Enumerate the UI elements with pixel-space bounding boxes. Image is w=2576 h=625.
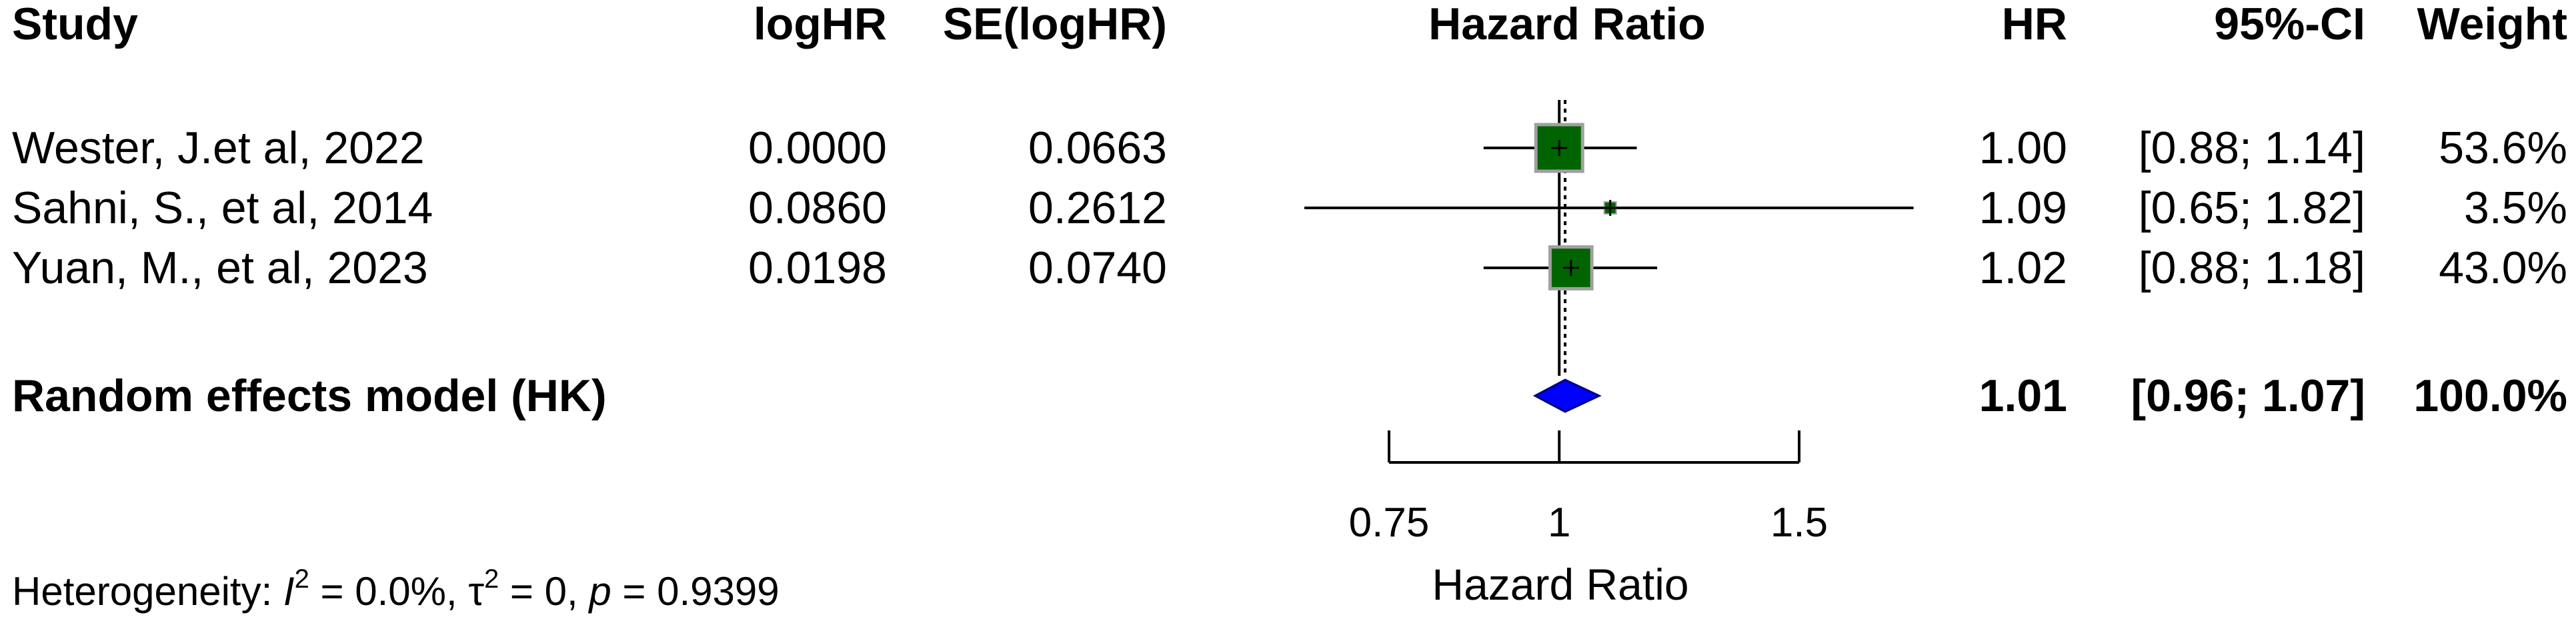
study-weight: 53.6% bbox=[2439, 123, 2567, 173]
header-hazard-ratio: Hazard Ratio bbox=[1428, 0, 1706, 49]
study-hr: 1.02 bbox=[1979, 243, 2067, 293]
study-ci: [0.88; 1.18] bbox=[2138, 243, 2365, 293]
i2-symbol: I bbox=[283, 569, 295, 614]
study-loghr: 0.0860 bbox=[748, 183, 887, 233]
study-weight: 3.5% bbox=[2464, 183, 2567, 233]
header-se: SE(logHR) bbox=[942, 0, 1167, 49]
study-loghr: 0.0198 bbox=[748, 243, 887, 293]
summary-ci: [0.96; 1.07] bbox=[2131, 370, 2365, 421]
tau-symbol: τ bbox=[468, 569, 485, 614]
heterogeneity-prefix: Heterogeneity: bbox=[12, 569, 283, 614]
study-ci: [0.88; 1.14] bbox=[2138, 123, 2365, 173]
summary-weight: 100.0% bbox=[2413, 370, 2567, 421]
study-se: 0.0663 bbox=[1028, 123, 1167, 173]
summary-diamond bbox=[1532, 378, 1602, 413]
i2-exponent: 2 bbox=[294, 564, 309, 594]
header-weight: Weight bbox=[2417, 0, 2567, 49]
summary-hr: 1.01 bbox=[1979, 370, 2067, 421]
header-study: Study bbox=[12, 0, 138, 49]
study-weight: 43.0% bbox=[2439, 243, 2567, 293]
study-hr: 1.00 bbox=[1979, 123, 2067, 173]
x-tick-label: 0.75 bbox=[1349, 500, 1430, 546]
study-hr: 1.09 bbox=[1979, 183, 2067, 233]
p-symbol: p bbox=[589, 569, 611, 614]
x-tick-label: 1.5 bbox=[1770, 500, 1828, 546]
study-name: Wester, J.et al, 2022 bbox=[12, 123, 425, 173]
tau-exponent: 2 bbox=[484, 564, 499, 594]
study-ci: [0.65; 1.82] bbox=[2138, 183, 2365, 233]
header-ci: 95%-CI bbox=[2214, 0, 2365, 49]
header-hr: HR bbox=[2001, 0, 2067, 49]
summary-label: Random effects model (HK) bbox=[12, 370, 607, 421]
study-loghr: 0.0000 bbox=[748, 123, 887, 173]
p-value: = 0.9399 bbox=[611, 569, 780, 614]
study-se: 0.0740 bbox=[1028, 243, 1167, 293]
study-name: Yuan, M., et al, 2023 bbox=[12, 243, 428, 293]
heterogeneity-note: Heterogeneity: I2 = 0.0%, τ2 = 0, p = 0.… bbox=[12, 566, 780, 614]
header-loghr: logHR bbox=[753, 0, 887, 49]
tau-value: = 0, bbox=[499, 569, 589, 614]
study-name: Sahni, S., et al, 2014 bbox=[12, 183, 433, 233]
i2-value: = 0.0%, bbox=[309, 569, 469, 614]
x-axis-label: Hazard Ratio bbox=[1432, 560, 1688, 609]
study-se: 0.2612 bbox=[1028, 183, 1167, 233]
x-tick-label: 1 bbox=[1548, 500, 1570, 546]
